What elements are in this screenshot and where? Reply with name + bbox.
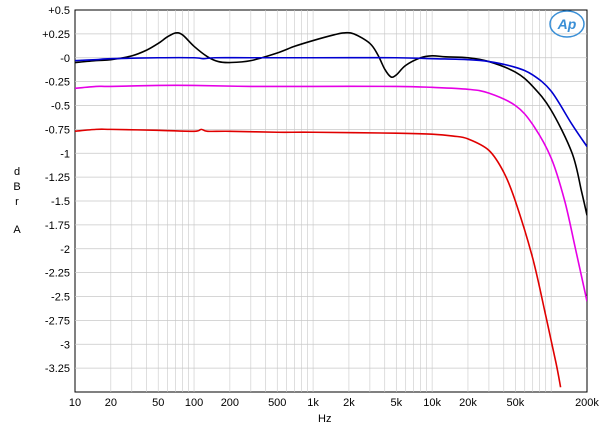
y-tick-label: -1.25 bbox=[45, 172, 70, 184]
ap-logo-text: Ap bbox=[557, 16, 577, 32]
x-tick-label: 10 bbox=[69, 397, 81, 409]
x-tick-label: 5k bbox=[390, 397, 402, 409]
x-tick-label: 100 bbox=[185, 397, 203, 409]
y-axis-label-r: r bbox=[15, 196, 19, 208]
x-tick-labels: 10 20 50 100 200 500 1k 2k 5k 10k 20k 50k 200k bbox=[69, 397, 600, 409]
y-tick-label: -0.5 bbox=[51, 101, 70, 113]
y-tick-label: -3 bbox=[60, 339, 70, 351]
y-tick-label: -1.75 bbox=[45, 220, 70, 232]
series-line-blue bbox=[75, 56, 587, 148]
x-tick-label: 20 bbox=[105, 397, 117, 409]
y-tick-label: +0.5 bbox=[48, 5, 70, 17]
x-tick-label: 200 bbox=[221, 397, 239, 409]
y-tick-label: -0 bbox=[60, 53, 70, 65]
x-tick-label: 10k bbox=[423, 397, 441, 409]
grid-lines bbox=[75, 10, 587, 392]
series-line-magenta bbox=[75, 84, 587, 302]
y-tick-label: -1 bbox=[60, 148, 70, 160]
y-axis-label-a: A bbox=[13, 224, 21, 236]
y-tick-label: -1.5 bbox=[51, 196, 70, 208]
y-tick-labels: +0.5 +0.25 -0 -0.25 -0.5 -0.75 -1 -1.25 -1.5 -1.7… bbox=[42, 5, 70, 375]
y-tick-label: -2.75 bbox=[45, 315, 70, 327]
series-lines bbox=[75, 31, 587, 388]
y-tick-label: -3.25 bbox=[45, 363, 70, 375]
y-tick-label: -2 bbox=[60, 244, 70, 256]
x-tick-label: 2k bbox=[343, 397, 355, 409]
y-tick-label: -2.25 bbox=[45, 268, 70, 280]
y-axis-label-b: B bbox=[13, 181, 21, 193]
y-tick-label: -0.25 bbox=[45, 77, 70, 89]
x-tick-label: 500 bbox=[268, 397, 286, 409]
x-tick-label: 50k bbox=[506, 397, 524, 409]
y-tick-label: -2.5 bbox=[51, 292, 70, 304]
x-tick-label: 50 bbox=[152, 397, 164, 409]
ap-logo: Ap bbox=[549, 10, 585, 38]
y-tick-label: -0.75 bbox=[45, 124, 70, 136]
y-tick-label: +0.25 bbox=[42, 29, 70, 41]
series-line-red bbox=[75, 128, 562, 388]
x-tick-label: 20k bbox=[459, 397, 477, 409]
y-axis-label-d: d bbox=[13, 166, 21, 178]
x-tick-label: 200k bbox=[575, 397, 599, 409]
x-tick-label: 1k bbox=[307, 397, 319, 409]
x-axis-label: Hz bbox=[318, 413, 332, 425]
